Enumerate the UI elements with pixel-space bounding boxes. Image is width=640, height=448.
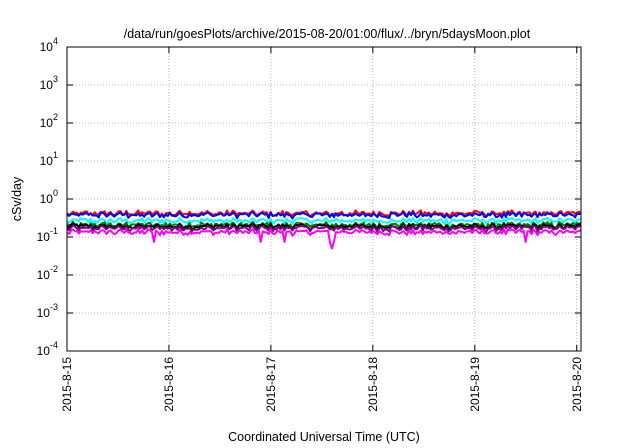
chart-title: /data/run/goesPlots/archive/2015-08-20/0… — [124, 27, 531, 41]
y-tick-label: 104 — [40, 36, 58, 54]
plot-frame — [66, 46, 582, 352]
x-axis-label: Coordinated Universal Time (UTC) — [228, 430, 420, 444]
series-layer — [66, 209, 582, 250]
series-line — [66, 228, 582, 250]
y-tick-label: 10-2 — [37, 264, 58, 282]
x-tick-label: 2015-8-17 — [264, 357, 278, 412]
y-tick-label: 100 — [40, 188, 58, 206]
y-axis-label: cSv/day — [10, 176, 24, 221]
y-tick-label: 10-3 — [37, 302, 58, 320]
x-tick-label: 2015-8-16 — [162, 357, 176, 412]
series-line — [66, 211, 582, 220]
y-tick-label: 102 — [40, 112, 58, 130]
x-tick-label: 2015-8-18 — [366, 357, 380, 412]
x-tick-label: 2015-8-19 — [468, 357, 482, 412]
y-tick-label: 10-4 — [37, 340, 58, 358]
y-tick-label: 103 — [40, 74, 58, 92]
y-axis-ticks: 10-4 10-3 10-2 10-1 100 101 102 103 104 — [37, 36, 581, 358]
x-axis-ticks: 2015-8-15 2015-8-16 2015-8-17 2015-8-18 2015… — [60, 47, 584, 412]
x-tick-label: 2015-8-15 — [60, 357, 74, 412]
series-line — [66, 209, 582, 218]
grid-lines — [67, 47, 581, 351]
y-tick-label: 10-1 — [37, 226, 58, 244]
x-tick-label: 2015-8-20 — [570, 357, 584, 412]
y-tick-label: 101 — [40, 150, 58, 168]
series-line — [66, 224, 582, 233]
series-line — [66, 216, 582, 226]
